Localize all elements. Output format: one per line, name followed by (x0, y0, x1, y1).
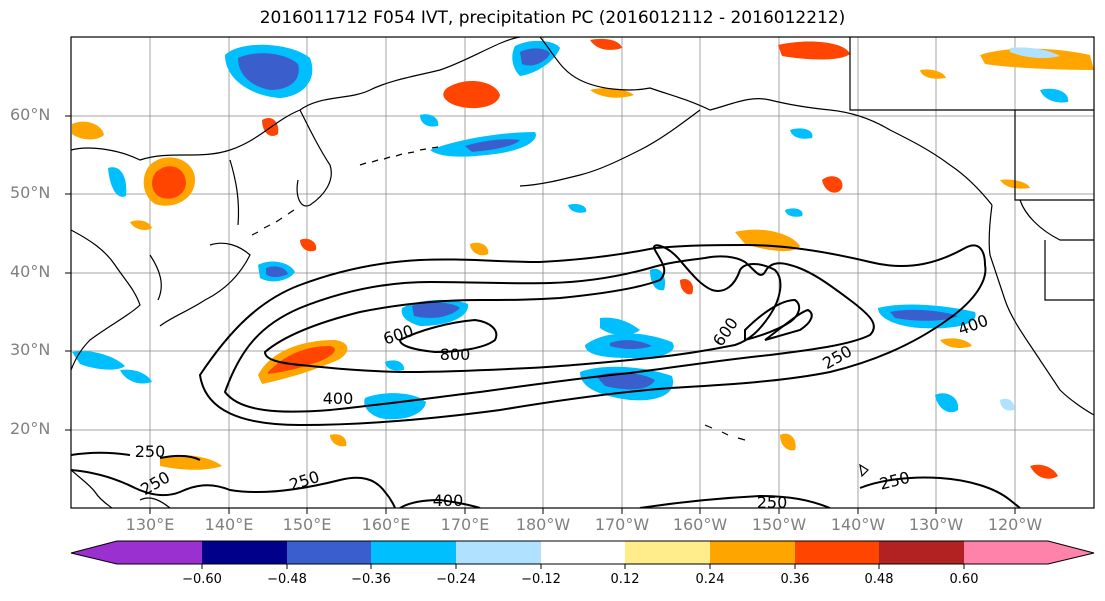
map-title: 2016011712 F054 IVT, precipitation PC (2… (259, 8, 846, 28)
colorbar-tick-label: −0.48 (267, 572, 307, 587)
lon-label: 130°W (908, 515, 964, 534)
lat-label: 40°N (10, 262, 51, 281)
lon-label: 140°E (204, 515, 254, 534)
coastlines (71, 37, 1094, 508)
colorbar-tick-label: 0.36 (780, 572, 810, 587)
lat-label: 20°N (10, 419, 51, 438)
colorbar-tick-label: −0.12 (521, 572, 561, 587)
colorbar-extend-high (1048, 541, 1094, 564)
colorbar-tick-label: 0.12 (610, 572, 640, 587)
lon-label: 180°W (515, 515, 571, 534)
colorbar-tick-label: 0.24 (695, 572, 725, 587)
lon-label: 170°E (440, 515, 490, 534)
contour-label: 400 (323, 389, 354, 408)
colorbar-tick-label: 0.60 (949, 572, 979, 587)
ivt-contours (71, 243, 1021, 508)
lon-label: 150°E (282, 515, 332, 534)
lon-label: 140°W (830, 515, 886, 534)
lon-label: 170°W (594, 515, 650, 534)
lat-label: 30°N (10, 340, 51, 359)
colorbar-tick-label: −0.36 (351, 572, 391, 587)
colorbar-extend-low (71, 541, 117, 564)
precip-shading (72, 38, 1094, 479)
axis-ticks (65, 115, 1016, 514)
lat-label: 60°N (10, 105, 51, 124)
colorbar-tick-label: −0.24 (436, 572, 476, 587)
lon-label: 160°W (672, 515, 728, 534)
contour-label: 400 (433, 491, 464, 510)
lon-label: 130°E (125, 515, 175, 534)
graticule (71, 37, 1094, 508)
lon-label: 150°W (751, 515, 807, 534)
contour-label: 250 (135, 442, 166, 461)
lon-label: 160°E (361, 515, 411, 534)
lat-label: 50°N (10, 183, 51, 202)
contour-label: 250 (757, 493, 788, 512)
colorbar (70, 540, 1095, 569)
lon-label: 120°W (987, 515, 1043, 534)
colorbar-tick-label: −0.60 (182, 572, 222, 587)
colorbar-tick-label: 0.48 (864, 572, 894, 587)
contour-label: 800 (440, 345, 471, 364)
